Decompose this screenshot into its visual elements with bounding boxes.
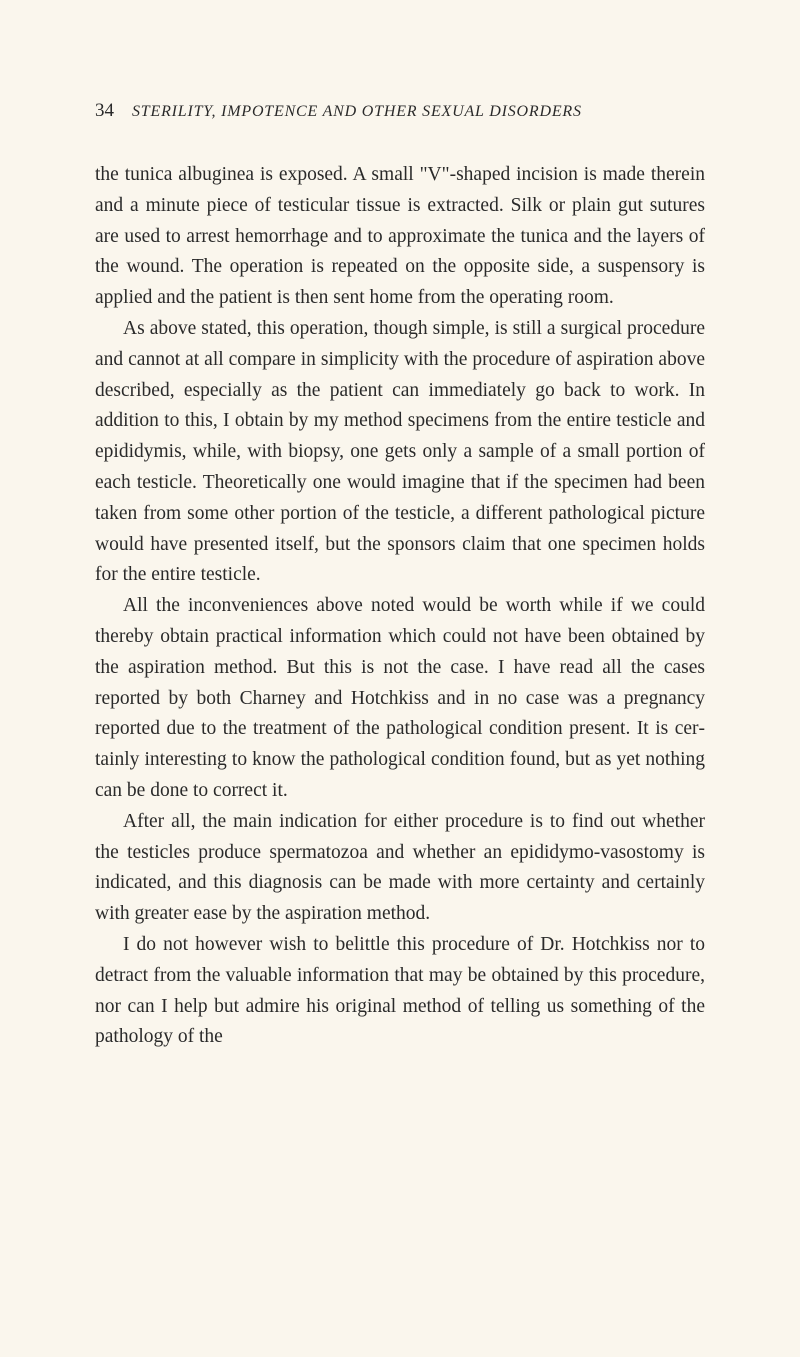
paragraph-2: As above stated, this operation, though … [95,314,705,591]
paragraph-5: I do not however wish to belittle this p… [95,930,705,1053]
page-number: 34 [95,100,114,122]
body-text: the tunica albuginea is exposed. A small… [95,160,705,1053]
paragraph-3: All the inconveniences above noted would… [95,591,705,807]
page-header: 34 STERILITY, IMPOTENCE AND OTHER SEXUAL… [95,100,705,122]
paragraph-4: After all, the main indication for eithe… [95,807,705,930]
paragraph-1: the tunica albuginea is exposed. A small… [95,160,705,314]
running-title: STERILITY, IMPOTENCE AND OTHER SEXUAL DI… [132,103,582,121]
